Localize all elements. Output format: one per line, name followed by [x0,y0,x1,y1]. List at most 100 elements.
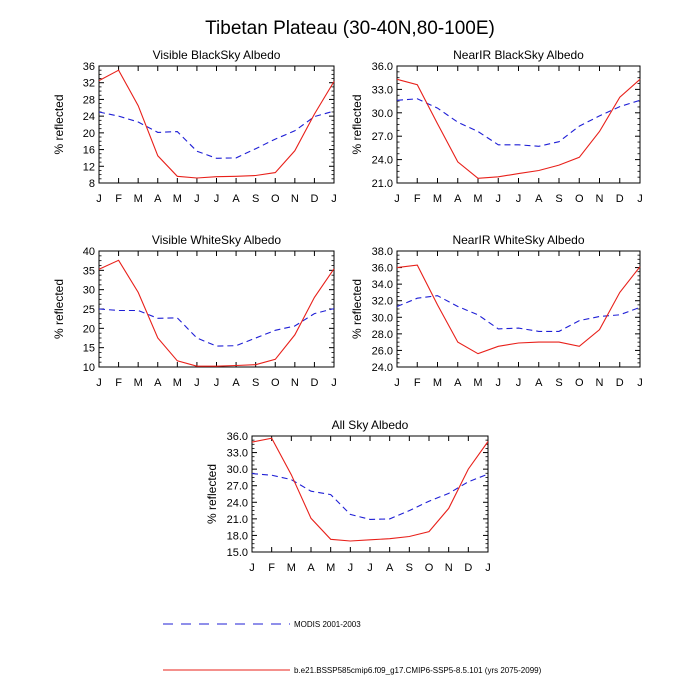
panel-title: All Sky Albedo [332,418,409,432]
x-tick-label: J [516,193,522,205]
x-tick-label: S [555,377,562,389]
y-tick-label: 32 [83,78,95,90]
panel-title: NearIR WhiteSky Albedo [452,233,584,247]
y-axis-label: % reflected [205,464,219,524]
x-tick-label: M [173,377,182,389]
x-tick-label: J [214,193,220,205]
y-tick-label: 24.0 [372,362,393,374]
x-tick-label: D [310,377,318,389]
y-tick-label: 27.0 [227,481,248,493]
y-tick-label: 36.0 [227,431,248,443]
x-tick-label: D [310,193,318,205]
y-tick-label: 36.0 [372,61,393,73]
panel-title: NearIR BlackSky Albedo [453,48,584,62]
y-tick-label: 20 [83,323,95,335]
x-tick-label: S [252,377,259,389]
x-tick-label: J [96,193,102,205]
x-tick-label: F [115,193,122,205]
chart-panels: Visible BlackSky Albedo 8 12 16 20 24 28 32 36 J F… [52,48,643,574]
y-tick-label: 12 [83,161,95,173]
y-tick-label: 28 [83,94,95,106]
y-tick-label: 38.0 [372,246,393,258]
y-tick-label: 33.0 [227,448,248,460]
x-tick-label: F [115,377,122,389]
plot-frame [396,250,641,368]
x-tick-label: J [496,193,502,205]
x-tick-label: N [445,562,453,574]
x-tick-label: S [406,562,413,574]
plot-frame [98,250,335,368]
x-tick-label: M [134,193,143,205]
panel-title: Visible BlackSky Albedo [153,48,281,62]
legend: MODIS 2001-2003 b.e21.BSSP585cmip6.f09_g1… [163,620,542,675]
y-axis-label: % reflected [350,94,364,154]
y-tick-label: 24 [83,111,95,123]
series-line-modis [396,98,641,147]
y-tick-label: 36 [83,61,95,73]
y-tick-label: 27.0 [372,131,393,143]
chart-panel: All Sky Albedo 15.0 18.0 21.0 24.0 27.0 30.0 33… [205,418,491,574]
series-line-model [396,78,641,179]
x-tick-label: J [331,377,337,389]
x-tick-label: N [291,193,299,205]
series-line-model [98,69,335,179]
x-tick-label: D [464,562,472,574]
y-tick-label: 21.0 [227,514,248,526]
x-tick-label: M [473,377,482,389]
x-tick-label: A [232,377,240,389]
y-tick-label: 34.0 [372,279,393,291]
x-tick-label: J [516,377,522,389]
y-tick-label: 30 [83,285,95,297]
x-tick-label: S [555,193,562,205]
x-tick-label: O [575,193,584,205]
x-tick-label: M [473,193,482,205]
y-tick-label: 33.0 [372,84,393,96]
x-tick-label: J [214,377,220,389]
series-line-model [396,264,641,355]
y-tick-label: 21.0 [372,178,393,190]
plot-frame [98,65,335,184]
y-tick-label: 8 [89,178,95,190]
chart-panel: NearIR WhiteSky Albedo 24.0 26.0 28.0 30.0 32… [350,233,643,389]
x-tick-label: M [134,377,143,389]
y-axis-label: % reflected [350,279,364,339]
x-tick-label: N [596,377,604,389]
x-tick-label: O [425,562,434,574]
chart-panel: NearIR BlackSky Albedo 21.0 24.0 27.0 30.0 33… [350,48,643,205]
y-tick-label: 32.0 [372,296,393,308]
figure-title: Tibetan Plateau (30-40N,80-100E) [205,18,495,39]
x-tick-label: J [194,193,200,205]
y-tick-label: 15.0 [227,547,248,559]
x-tick-label: D [616,377,624,389]
y-axis-label: % reflected [52,94,66,154]
x-tick-label: F [414,377,421,389]
x-tick-label: J [348,562,354,574]
legend-label: b.e21.BSSP585cmip6.f09_g17.CMIP6-SSP5-8.… [294,666,542,675]
x-tick-label: A [454,377,462,389]
x-tick-label: J [194,377,200,389]
x-tick-label: A [307,562,315,574]
series-line-model [251,437,489,542]
x-tick-label: J [496,377,502,389]
y-tick-label: 30.0 [227,464,248,476]
x-tick-label: J [394,377,400,389]
y-tick-label: 36.0 [372,263,393,275]
y-tick-label: 15 [83,343,95,355]
x-tick-label: N [596,193,604,205]
legend-label: MODIS 2001-2003 [294,620,361,629]
series-line-modis [251,473,489,520]
x-tick-label: M [173,193,182,205]
x-tick-label: J [367,562,373,574]
x-tick-label: N [291,377,299,389]
x-tick-label: J [249,562,255,574]
series-line-modis [98,308,335,347]
x-tick-label: J [637,377,643,389]
y-tick-label: 25 [83,304,95,316]
y-tick-label: 35 [83,265,95,277]
x-tick-label: M [433,193,442,205]
y-tick-label: 24.0 [372,155,393,167]
x-tick-label: F [414,193,421,205]
x-tick-label: A [454,193,462,205]
plot-frame [251,435,489,553]
x-tick-label: A [535,377,543,389]
